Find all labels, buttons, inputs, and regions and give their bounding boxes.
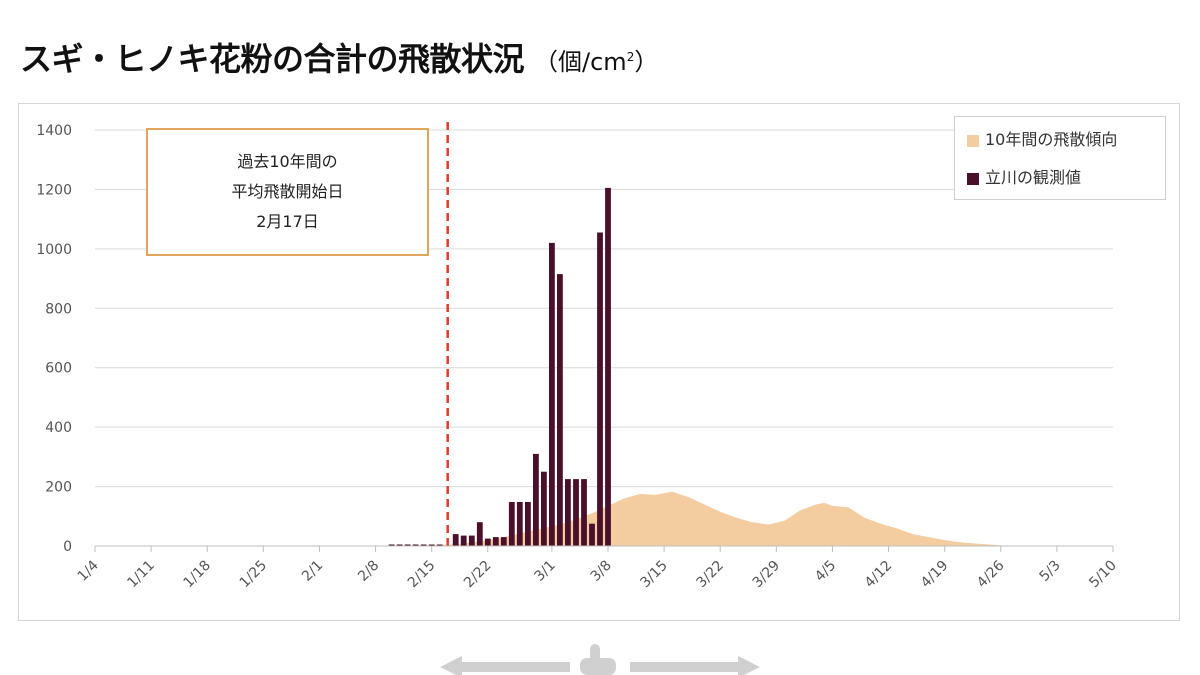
observed-bar <box>436 544 443 546</box>
observed-bar <box>500 537 507 546</box>
legend: 10年間の飛散傾向 立川の観測値 <box>954 116 1166 200</box>
chart: 0 200 400 600 800 1000 1200 1400 1/4 1/11 1/18 1/25… <box>36 122 1120 592</box>
y-tick-label: 400 <box>45 420 72 436</box>
unit-label: （個/cm2） <box>534 48 658 76</box>
chart-title: スギ・ヒノキ花粉の合計の飛散状況 <box>20 40 525 78</box>
legend-swatch-observed <box>967 172 979 185</box>
observed-bar <box>525 502 531 546</box>
x-tick-label: 3/1 <box>531 558 558 585</box>
x-tick-label: 4/12 <box>862 558 896 592</box>
observed-bar <box>516 502 523 546</box>
legend-label-trend: 10年間の飛散傾向 <box>985 130 1118 149</box>
observed-bar <box>589 523 595 546</box>
x-tick-label: 3/8 <box>588 558 615 585</box>
x-tick-label: 2/22 <box>461 558 495 592</box>
page-title: スギ・ヒノキ花粉の合計の飛散状況 （個/cm2） <box>20 34 658 80</box>
y-tick-label: 800 <box>45 301 72 317</box>
observed-bar <box>404 544 411 546</box>
y-tick-label: 1200 <box>36 182 72 198</box>
callout-line-1: 過去10年間の <box>237 152 338 171</box>
y-tick-label: 600 <box>45 361 72 377</box>
observed-bar <box>460 535 467 546</box>
observed-bar <box>452 534 459 546</box>
observed-bar <box>533 453 539 546</box>
observed-bar <box>476 522 483 546</box>
observed-bar <box>573 479 579 546</box>
callout-line-2: 平均飛散開始日 <box>231 182 344 201</box>
observed-bar <box>396 544 403 546</box>
legend-label-observed: 立川の観測値 <box>985 168 1082 187</box>
observed-bar <box>549 242 555 546</box>
x-tick-label: 1/11 <box>124 558 158 592</box>
x-tick-label: 5/10 <box>1086 558 1120 592</box>
start-date-callout: 過去10年間の 平均飛散開始日 2月17日 <box>146 128 429 256</box>
x-tick-label: 2/8 <box>355 558 382 585</box>
chart-frame <box>18 103 1180 621</box>
unit-prefix: （個/cm <box>534 48 627 76</box>
x-tick-label: 4/19 <box>918 558 952 592</box>
observed-bar <box>412 544 419 546</box>
x-tick-label: 4/5 <box>812 558 839 585</box>
observed-bar <box>557 274 563 546</box>
legend-item-trend: 10年間の飛散傾向 <box>967 129 1117 151</box>
observed-bar <box>420 544 427 546</box>
observed-bar <box>565 479 571 546</box>
y-tick-label: 1400 <box>36 123 72 139</box>
observed-bar <box>388 544 395 546</box>
x-tick-label: 1/25 <box>237 558 271 592</box>
x-tick-label: 1/4 <box>75 557 102 584</box>
y-tick-label: 1000 <box>36 242 72 258</box>
unit-superscript: 2 <box>626 50 635 64</box>
observed-bar-series <box>388 187 611 546</box>
unit-suffix: ） <box>634 48 659 76</box>
legend-swatch-trend <box>967 134 979 147</box>
x-tick-label: 2/15 <box>405 558 439 592</box>
observed-bar <box>508 502 515 546</box>
x-tick-label: 3/22 <box>694 558 728 592</box>
y-tick-label: 0 <box>63 539 72 555</box>
observed-bar <box>468 535 475 546</box>
x-tick-label: 3/29 <box>750 558 784 592</box>
y-tick-label: 200 <box>45 480 72 496</box>
x-tick-label: 1/18 <box>180 558 214 592</box>
observed-bar <box>597 232 603 546</box>
observed-bar <box>492 537 499 546</box>
x-tick-label: 3/15 <box>637 558 671 592</box>
x-tick-label: 2/1 <box>299 558 326 585</box>
observed-bar <box>605 187 611 546</box>
x-tick-label: 5/3 <box>1036 558 1063 585</box>
x-tick-label: 4/26 <box>974 557 1008 591</box>
observed-bar <box>581 479 587 546</box>
observed-bar <box>428 544 435 546</box>
swipe-hint-icon <box>440 644 760 675</box>
observed-bar <box>541 471 547 546</box>
callout-line-3: 2月17日 <box>256 212 319 231</box>
legend-item-observed: 立川の観測値 <box>967 167 1081 189</box>
observed-bar <box>484 538 491 546</box>
